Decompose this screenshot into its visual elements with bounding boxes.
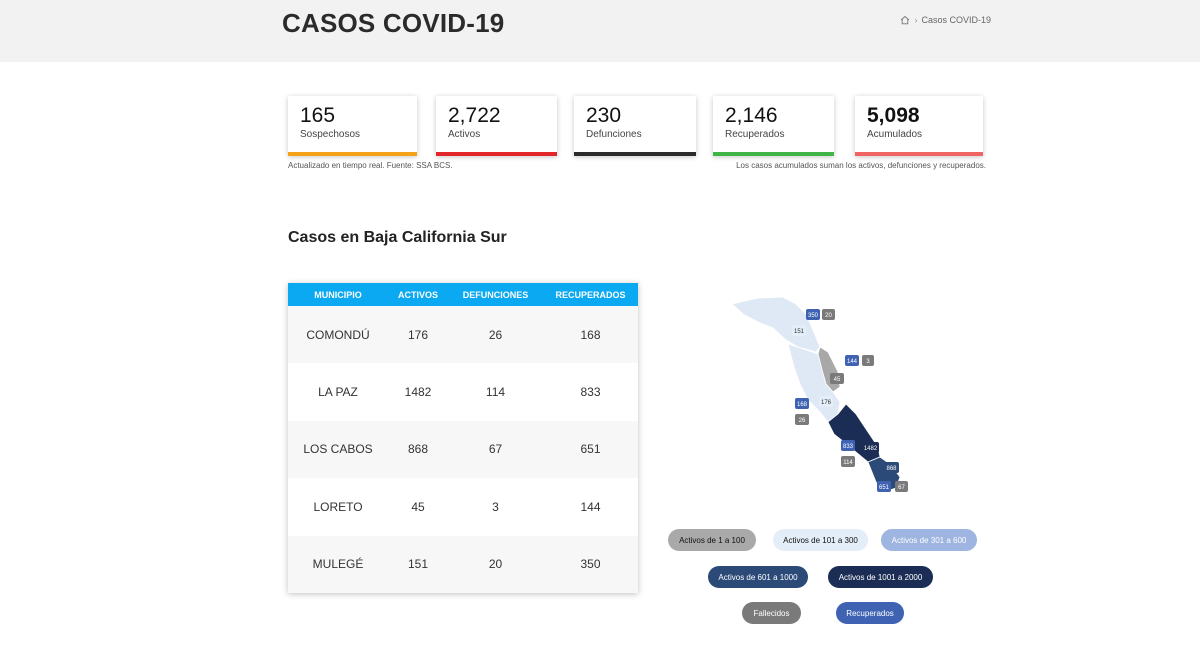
cell: 144	[580, 499, 601, 514]
cell: LORETO	[313, 499, 363, 514]
card-label: Recuperados	[725, 129, 785, 140]
bcs-map: 350 20 151 144 3 45 168 176 26 833 1482 …	[731, 296, 908, 493]
map-label: 3	[866, 359, 870, 365]
breadcrumb-separator: ›	[914, 15, 918, 25]
map-badge	[877, 481, 891, 492]
region-mulege	[731, 296, 821, 353]
map-label: 868	[886, 466, 897, 472]
card-bar	[288, 152, 417, 156]
cell: 151	[407, 557, 429, 572]
card-bar	[855, 152, 983, 156]
page-title: CASOS COVID-19	[282, 8, 505, 38]
cell: MULEGÉ	[312, 557, 364, 572]
map-badge	[795, 398, 809, 409]
cell: 3	[492, 499, 499, 514]
map-badge	[841, 456, 855, 467]
card-value: 5,098	[867, 104, 920, 127]
cell: 168	[580, 327, 601, 342]
accumulated-note: Los casos acumulados suman los activos, …	[736, 161, 986, 170]
col-header: RECUPERADOS	[555, 289, 626, 300]
map-badge	[822, 309, 835, 320]
breadcrumb: › Casos COVID-19	[900, 15, 991, 25]
card-value: 2,722	[448, 104, 501, 127]
table-row: LOS CABOS 868 67 651	[288, 420, 638, 479]
cell: 114	[485, 385, 506, 400]
card-bar	[574, 152, 696, 156]
cell: 350	[580, 557, 601, 572]
map-badge	[830, 373, 844, 384]
cell: 833	[580, 385, 601, 400]
map-badge	[819, 396, 833, 407]
cell: LOS CABOS	[303, 442, 373, 457]
map-badge	[795, 414, 809, 425]
header-bar: CASOS COVID-19 › Casos COVID-19	[0, 0, 1200, 62]
map-label: 651	[879, 485, 890, 491]
source-note: Actualizado en tiempo real. Fuente: SSA …	[288, 161, 453, 170]
cell: 26	[488, 327, 503, 342]
cell: 45	[411, 499, 425, 514]
map-badge	[841, 440, 855, 451]
map-label: 1482	[864, 446, 878, 452]
card-value: 165	[300, 104, 336, 127]
map-badge	[792, 325, 806, 336]
card-sospechosos: 165 Sospechosos	[288, 96, 417, 156]
map-label: 114	[843, 460, 853, 466]
card-label: Sospechosos	[300, 129, 361, 140]
map-badge	[895, 481, 908, 492]
card-value: 2,146	[725, 104, 778, 127]
table-row: LA PAZ 1482 114 833	[288, 363, 638, 420]
map-badge	[845, 355, 859, 366]
map-label: 176	[821, 400, 832, 406]
cases-table: MUNICIPIO ACTIVOS DEFUNCIONES RECUPERADO…	[288, 283, 638, 593]
cell: COMONDÚ	[306, 327, 370, 342]
map-badge	[862, 355, 874, 366]
map-label: 833	[843, 444, 854, 450]
col-header: DEFUNCIONES	[462, 289, 529, 300]
breadcrumb-current: Casos COVID-19	[921, 15, 991, 25]
legend-activos-1-100[interactable]: Activos de 1 a 100	[668, 529, 756, 551]
map-badge	[884, 462, 899, 473]
legend-recuperados[interactable]: Recuperados	[836, 602, 904, 624]
card-label: Defunciones	[586, 129, 642, 140]
legend-fallecidos[interactable]: Fallecidos	[742, 602, 801, 624]
cell: 1482	[404, 385, 432, 400]
cell: 651	[580, 442, 601, 457]
cell: 67	[488, 442, 503, 457]
cell: LA PAZ	[318, 385, 358, 400]
map-label: 20	[825, 313, 832, 319]
card-activos: 2,722 Activos	[436, 96, 557, 156]
card-recuperados: 2,146 Recuperados	[713, 96, 834, 156]
legend-activos-301-600[interactable]: Activos de 301 a 600	[881, 529, 977, 551]
map-label: 45	[834, 377, 841, 383]
card-bar	[436, 152, 557, 156]
legend-activos-1001-2000[interactable]: Activos de 1001 a 2000	[828, 566, 933, 588]
map-label: 144	[847, 359, 858, 365]
map-label: 151	[794, 329, 805, 335]
col-header: MUNICIPIO	[314, 289, 362, 300]
card-acumulados: 5,098 Acumulados	[855, 96, 983, 156]
card-label: Activos	[448, 129, 481, 140]
card-label: Acumulados	[867, 129, 923, 140]
map-label: 26	[799, 418, 806, 424]
section-title: Casos en Baja California Sur	[288, 229, 507, 246]
legend-activos-601-1000[interactable]: Activos de 601 a 1000	[708, 566, 808, 588]
cell: 868	[407, 442, 429, 457]
map-badge	[806, 309, 820, 320]
table-header: MUNICIPIO ACTIVOS DEFUNCIONES RECUPERADO…	[288, 283, 638, 306]
col-header: ACTIVOS	[397, 289, 438, 300]
table-row: COMONDÚ 176 26 168	[288, 306, 638, 364]
map-badge	[862, 442, 879, 453]
table-row: MULEGÉ 151 20 350	[288, 535, 638, 593]
card-defunciones: 230 Defunciones	[574, 96, 696, 156]
map-label: 350	[808, 313, 819, 319]
map-label: 168	[797, 402, 808, 408]
map-label: 67	[898, 485, 905, 491]
cell: 20	[488, 557, 503, 572]
cell: 176	[407, 327, 429, 342]
legend-activos-101-300[interactable]: Activos de 101 a 300	[773, 529, 868, 551]
card-value: 230	[586, 104, 622, 127]
table-row: LORETO 45 3 144	[288, 478, 638, 535]
card-bar	[713, 152, 834, 156]
home-icon[interactable]	[900, 15, 910, 25]
